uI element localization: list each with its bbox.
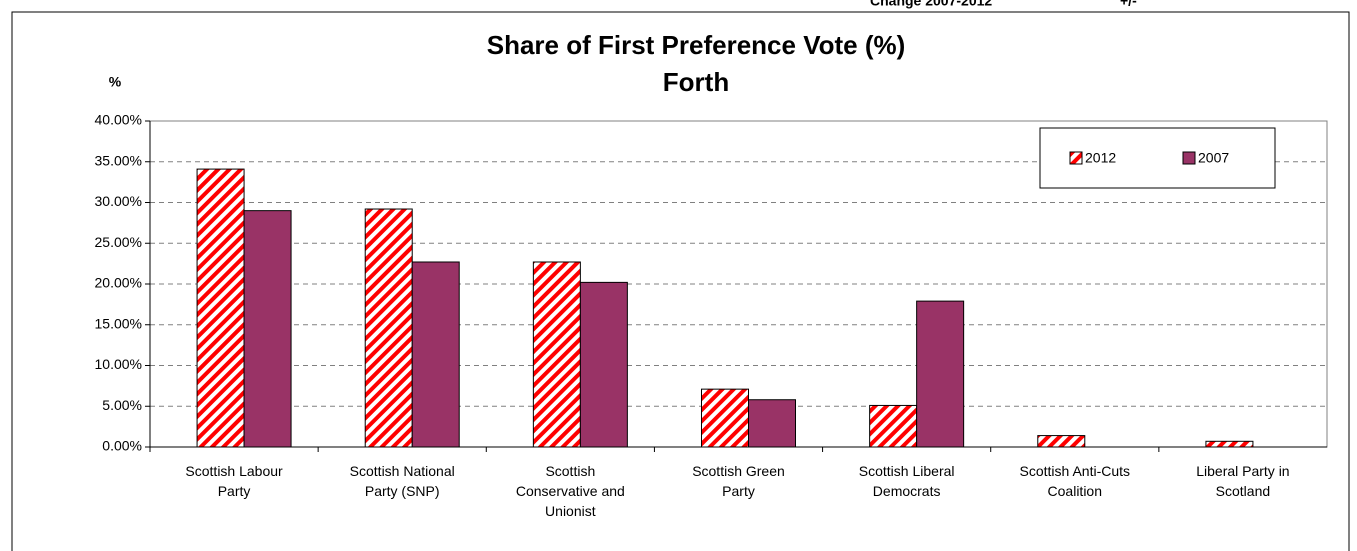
x-tick-label: Scottish Anti-Cuts Coalition xyxy=(1020,463,1131,499)
y-tick-label: 10.00% xyxy=(95,356,142,372)
x-tick-label: Scottish Liberal Democrats xyxy=(859,463,955,499)
chart-subtitle: Forth xyxy=(663,67,729,97)
legend-swatch xyxy=(1182,151,1196,165)
bar xyxy=(196,168,245,448)
legend-swatch xyxy=(1069,151,1083,165)
x-tick-label: Scottish Conservative and Unionist xyxy=(516,463,625,519)
y-tick-label: 20.00% xyxy=(95,275,142,291)
x-tick-label: Scottish Labour Party xyxy=(185,463,283,499)
legend-label: 2012 xyxy=(1085,150,1116,166)
header-text: Change 2007-2012 xyxy=(870,0,992,9)
y-axis-label: % xyxy=(109,74,122,90)
bar xyxy=(1037,435,1086,448)
bar xyxy=(748,399,796,448)
y-tick-label: 0.00% xyxy=(102,438,142,454)
y-tick-label: 30.00% xyxy=(95,193,142,209)
y-tick-label: 35.00% xyxy=(95,152,142,168)
y-tick-label: 15.00% xyxy=(95,315,142,331)
chart-title: Share of First Preference Vote (%) xyxy=(487,30,906,60)
bar xyxy=(411,261,460,448)
bar xyxy=(916,300,965,448)
bar xyxy=(1205,440,1254,448)
bar xyxy=(364,208,413,448)
y-tick-label: 40.00% xyxy=(95,112,142,128)
bar xyxy=(701,388,749,448)
y-tick-label: 25.00% xyxy=(95,234,142,250)
bar xyxy=(532,261,581,448)
bar xyxy=(869,404,918,448)
bar xyxy=(243,210,292,448)
header-text: +/- xyxy=(1120,0,1137,9)
x-tick-label: Liberal Party in Scotland xyxy=(1196,463,1289,499)
legend-label: 2007 xyxy=(1198,150,1229,166)
x-tick-label: Scottish National Party (SNP) xyxy=(350,463,455,499)
y-tick-label: 5.00% xyxy=(102,397,142,413)
x-tick-label: Scottish Green Party xyxy=(692,463,785,499)
bar xyxy=(579,281,628,448)
